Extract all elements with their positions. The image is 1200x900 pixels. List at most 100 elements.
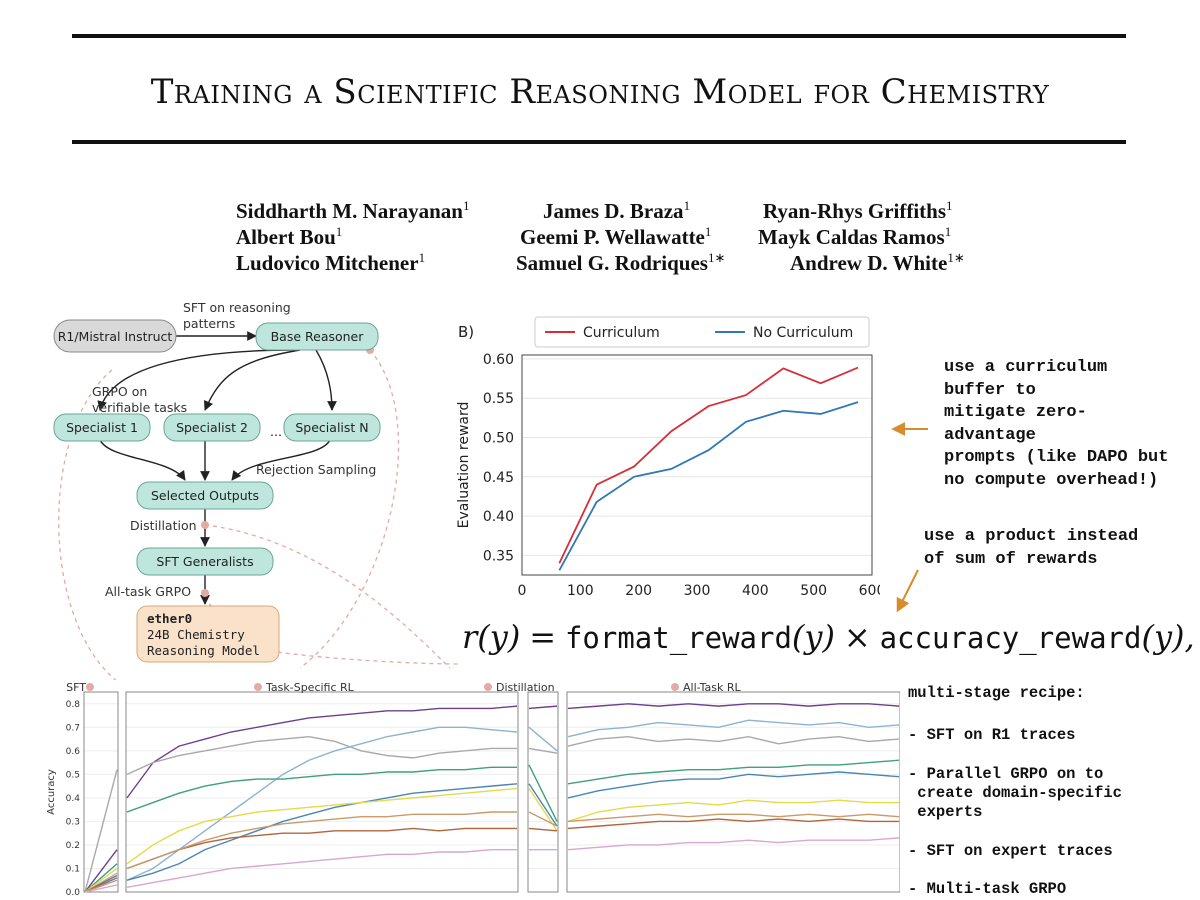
x-tick-label: 200	[625, 583, 652, 599]
y-tick-label: 0.3	[66, 817, 80, 827]
series-line-grey-rl	[126, 736, 517, 775]
edge-label: Distillation	[130, 518, 197, 533]
author: Ryan-Rhys Griffiths1	[763, 198, 953, 223]
series-line-steelblue-dist	[528, 783, 558, 827]
series-line-green-dist	[528, 764, 558, 822]
series-line-brown-rl	[126, 827, 517, 870]
ellipsis: ...	[270, 424, 282, 439]
stage-label: All-Task RL	[683, 681, 741, 694]
panel-frame	[566, 691, 900, 893]
ether0-desc-1: 24B Chemistry	[147, 627, 245, 642]
accuracy-chart: 0.0 0.1 0.2 0.3 0.4 0.5 0.6 0.7 0.8 Accuracy SFT Ta…	[46, 681, 900, 898]
stage-dot	[201, 521, 209, 529]
y-tick-label: 0.5	[66, 770, 80, 780]
ether0-desc-2: Reasoning Model	[147, 643, 260, 658]
node-specialist-2-label: Specialist 2	[176, 420, 248, 435]
series-line-purple-sft	[84, 849, 118, 893]
plot-frame	[521, 354, 873, 576]
node-specialist-n-label: Specialist N	[295, 420, 368, 435]
node-specialist-1-label: Specialist 1	[66, 420, 138, 435]
edge-label: patterns	[183, 316, 235, 331]
node-sft	[136, 547, 274, 576]
series-line-steelblue-all	[567, 771, 900, 799]
series-line-grey-dist	[528, 747, 558, 754]
edge-label: verifiable tasks	[92, 400, 187, 415]
x-tick-label: 0	[518, 583, 527, 599]
x-tick-label: 300	[684, 583, 711, 599]
series-line-pink-all	[567, 837, 900, 851]
series-line-tan-rl	[126, 811, 517, 870]
series-line-lightblue-dist	[528, 726, 558, 752]
formula-term2: accuracy_reward	[879, 621, 1142, 655]
legend-label: Curriculum	[583, 325, 660, 341]
edge-label: SFT on reasoning	[183, 300, 291, 315]
dashed-link	[58, 369, 117, 680]
series-line-brown-dist	[528, 827, 558, 832]
y-tick-label: 0.0	[66, 888, 81, 898]
series-line-tan-all	[567, 813, 900, 823]
stage-label: Distillation	[496, 681, 555, 694]
author: Albert Bou1	[236, 224, 343, 249]
series-line-brown-sft	[84, 874, 118, 893]
recipe-item: - SFT on R1 traces	[908, 726, 1076, 744]
panel-frame	[125, 691, 519, 893]
series-line-green-all	[567, 759, 900, 785]
y-tick-label: 0.8	[66, 700, 81, 710]
stage-dot	[254, 683, 262, 691]
series-line-purple-rl	[126, 705, 518, 799]
node-base	[255, 322, 379, 351]
series-line-no-curriculum	[558, 401, 859, 571]
node-start	[53, 319, 177, 353]
node-start-label: R1/Mistral Instruct	[58, 329, 173, 344]
stage-label: SFT	[66, 681, 86, 694]
series-line-grey-all	[567, 735, 900, 747]
series-line-yellow-sft	[84, 867, 118, 893]
series-line-brown-all	[567, 818, 899, 830]
node-selected-label: Selected Outputs	[151, 488, 259, 503]
training-pipeline-diagram: R1/Mistral Instruct Base Reasoner Specia…	[53, 300, 460, 680]
formula-eq: =	[529, 618, 557, 656]
bottom-rule	[72, 140, 1126, 144]
formula-arg2: (y),	[1141, 618, 1195, 656]
edge-label: All-task GRPO	[105, 584, 191, 599]
y-axis-label: Evaluation reward	[456, 402, 472, 529]
author: Geemi P. Wellawatte1	[520, 224, 712, 249]
series-line-curriculum	[558, 366, 859, 564]
stage-dot	[201, 589, 209, 597]
recipe-item: - SFT on expert traces	[908, 842, 1113, 860]
curriculum-chart: 0.35 0.40 0.45 0.50 0.55 0.60 0 100 200 300 400 500…	[456, 316, 880, 599]
y-tick-label: 0.6	[66, 747, 81, 757]
node-ether0	[136, 605, 280, 663]
dashed-link	[299, 349, 400, 669]
node-specialist-n	[283, 413, 381, 442]
y-tick-label: 0.1	[66, 864, 80, 874]
legend-label: No Curriculum	[753, 325, 853, 341]
formula-term1: format_reward	[564, 621, 792, 655]
annotation-arrows	[891, 422, 928, 613]
x-tick-label: 500	[800, 583, 827, 599]
curriculum-note: use a curriculum buffer to mitigate zero…	[944, 358, 1169, 490]
stage-dot	[86, 683, 94, 691]
y-tick-label: 0.45	[483, 470, 514, 486]
stage-dot	[671, 683, 679, 691]
panel-frame	[527, 691, 559, 893]
y-axis-label: Accuracy	[46, 769, 57, 815]
paper-title: Training a Scientific Reasoning Model fo…	[150, 72, 1050, 112]
edge-label: GRPO on	[92, 384, 147, 399]
node-specialist-2	[163, 413, 261, 442]
y-tick-label: 0.40	[483, 509, 514, 525]
panel-frame	[83, 691, 119, 893]
formula-arg1: (y)	[791, 618, 835, 656]
series-line-tan-sft	[84, 879, 118, 893]
series-line-pink-rl	[126, 848, 517, 888]
x-tick-label: 100	[567, 583, 594, 599]
ether0-name: ether0	[147, 611, 192, 626]
formula-lhs: r(y)	[462, 618, 521, 656]
author: James D. Braza1	[543, 198, 691, 223]
y-tick-label: 0.4	[66, 794, 81, 804]
series-line-lightblue-rl	[126, 726, 518, 881]
series-line-steelblue-rl	[126, 783, 518, 881]
panel-label: B)	[458, 323, 474, 341]
y-tick-label: 0.2	[66, 841, 80, 851]
author: Ludovico Mitchener1	[236, 250, 426, 275]
